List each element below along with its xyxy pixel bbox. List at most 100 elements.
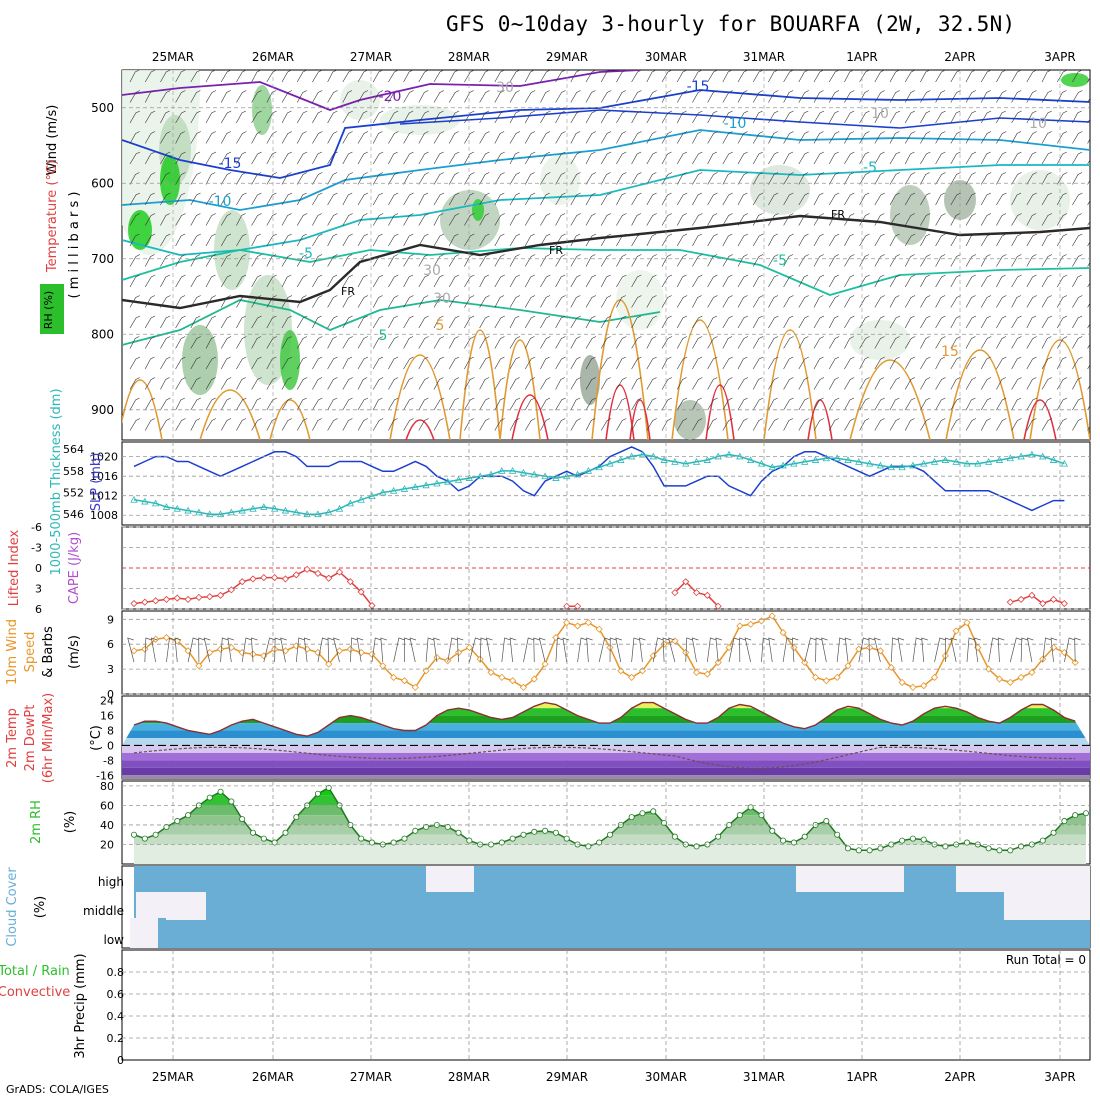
rh-shading	[1010, 170, 1070, 230]
wind-barb	[388, 90, 399, 103]
wind-barb	[1026, 172, 1037, 185]
wind-barb	[874, 377, 885, 390]
wind-barb	[494, 356, 505, 370]
wind-barb	[266, 90, 277, 103]
thickness-point	[887, 463, 895, 471]
wind-barb	[783, 233, 794, 247]
wind-barb	[479, 315, 490, 329]
wind-barb	[874, 254, 885, 267]
wind-barb	[524, 131, 536, 144]
wind-barb	[540, 274, 551, 288]
wind-barb	[1087, 404, 1090, 411]
wind-barb	[600, 418, 612, 431]
wind-barb	[312, 70, 323, 83]
wind-barb	[585, 295, 596, 308]
wind-barb	[129, 274, 140, 288]
wind-barb	[327, 233, 338, 247]
wind-barb	[403, 295, 414, 308]
wind-barb	[676, 233, 688, 247]
wind-barb	[737, 213, 749, 226]
wind-barb	[859, 274, 870, 288]
wind-barb	[570, 131, 581, 144]
wind-barb	[676, 315, 688, 329]
wind-barb	[752, 192, 764, 206]
wind-ylabel-a: 10m Wind	[5, 619, 20, 685]
wind-barb	[600, 110, 611, 124]
wind-barb	[768, 274, 779, 288]
lifted-index-point	[357, 588, 365, 596]
wind-barb	[722, 336, 733, 349]
wind-barb	[388, 295, 399, 308]
wind-barb	[175, 110, 186, 124]
wind-barb	[403, 192, 414, 206]
thickness-line	[133, 453, 1065, 515]
wind-barb	[661, 315, 672, 329]
wind-barb	[737, 315, 748, 329]
thickness-tick-label: 564	[63, 443, 84, 456]
wind-barb-10m	[150, 637, 158, 663]
rh-point	[585, 843, 592, 850]
wind-barb	[631, 315, 642, 329]
temperature-contour-warm	[499, 339, 541, 440]
lifted-index-point	[162, 595, 171, 603]
wind-barb	[813, 110, 825, 124]
rh-point	[866, 847, 873, 854]
wind-barb	[737, 274, 749, 288]
wind-barb	[570, 315, 581, 329]
wind-barb	[175, 131, 185, 144]
wind-barb	[752, 336, 764, 349]
wind-barb	[935, 356, 946, 370]
wind-barb	[585, 377, 596, 390]
wind-barb	[935, 418, 946, 431]
wind-speed-point	[1006, 678, 1014, 686]
wind-barb	[479, 418, 490, 431]
wind-barb	[950, 397, 961, 411]
wind-speed-point	[130, 647, 138, 655]
wind-barb	[752, 213, 763, 226]
wind-barb	[768, 356, 779, 370]
wind-barb	[357, 397, 369, 411]
wind-barb-10m	[728, 637, 741, 663]
wind-barb	[372, 90, 384, 103]
wind-barb	[1026, 213, 1037, 226]
wind-barb	[844, 213, 855, 226]
wind-barb	[813, 151, 824, 165]
wind-barb	[357, 418, 368, 431]
pressure-tick-label: 900	[91, 403, 114, 417]
wind-barb	[920, 233, 931, 247]
wind-barb	[904, 151, 915, 165]
lifted-index-point	[1060, 599, 1068, 608]
wind-barb	[266, 151, 277, 165]
wind-barb	[768, 172, 779, 185]
wind-barb	[1072, 90, 1083, 103]
wind-barb	[296, 151, 308, 165]
rh-shading	[850, 320, 910, 360]
lifted-index-point	[714, 602, 722, 610]
wind-barb	[798, 356, 809, 370]
wind-barb-10m	[555, 637, 564, 663]
wind-barb	[950, 213, 961, 226]
rh-point	[1083, 810, 1090, 817]
wind-barb	[220, 377, 232, 390]
wind-barb	[494, 233, 505, 247]
wind-barb	[357, 131, 369, 144]
lifted-index-point	[216, 591, 225, 599]
wind-barb	[160, 233, 171, 247]
wind-barb	[722, 356, 733, 370]
thickness-point	[141, 497, 149, 505]
wind-barb	[631, 377, 642, 390]
cloud-clear-patch	[136, 892, 166, 918]
wind-barb	[433, 110, 444, 124]
wind-barb	[312, 315, 322, 329]
wind-barb	[448, 151, 460, 165]
wind-barb	[281, 90, 293, 103]
wind-barb	[935, 397, 946, 411]
thickness-point	[725, 450, 733, 458]
wind-barb	[540, 172, 551, 185]
wind-barb	[509, 254, 520, 267]
wind-barb	[418, 213, 429, 226]
wind-barb-10m	[1050, 637, 1058, 663]
wind-barb	[828, 131, 840, 144]
lifted-index-point	[271, 574, 279, 582]
wind-barb	[479, 192, 490, 206]
